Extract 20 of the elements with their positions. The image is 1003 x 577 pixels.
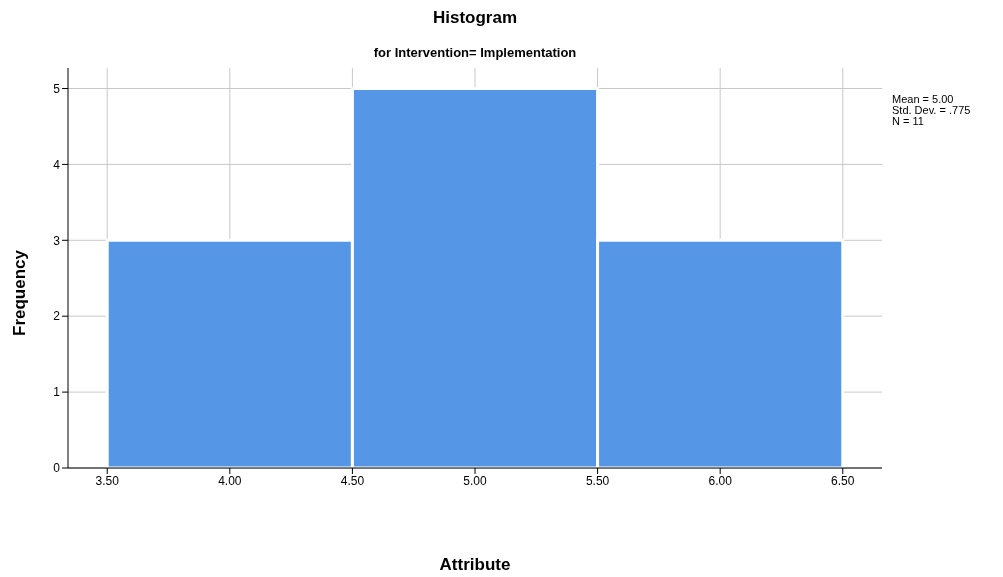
text: Std. Dev. = .775 bbox=[892, 104, 971, 116]
y-tick-label: 0 bbox=[53, 461, 61, 476]
y-tick-label: 1 bbox=[53, 385, 61, 400]
text: N = 11 bbox=[892, 115, 925, 127]
text: Mean = 5.00 bbox=[892, 93, 955, 105]
y-tick-label: 3 bbox=[53, 233, 61, 248]
y-tick-label: 5 bbox=[53, 81, 61, 96]
x-tick-label: 6.50 bbox=[831, 473, 855, 488]
x-tick-label: 3.50 bbox=[95, 473, 120, 488]
chart-title: Histogram bbox=[431, 8, 519, 28]
y-tick-label: 4 bbox=[53, 157, 61, 172]
x-tick-label: 5.50 bbox=[585, 473, 610, 488]
x-tick-label: 6.00 bbox=[708, 473, 733, 488]
x-tick-label: 5.00 bbox=[463, 473, 487, 488]
y-tick-label: 2 bbox=[53, 309, 61, 324]
x-tick-label: 4.00 bbox=[218, 473, 242, 488]
x-tick-label: 4.50 bbox=[340, 473, 365, 488]
y-axis-title: Frequency bbox=[10, 250, 30, 336]
x-axis-title: Attribute bbox=[438, 555, 512, 575]
chart-subtitle: for Intervention= Implementation bbox=[372, 45, 578, 60]
